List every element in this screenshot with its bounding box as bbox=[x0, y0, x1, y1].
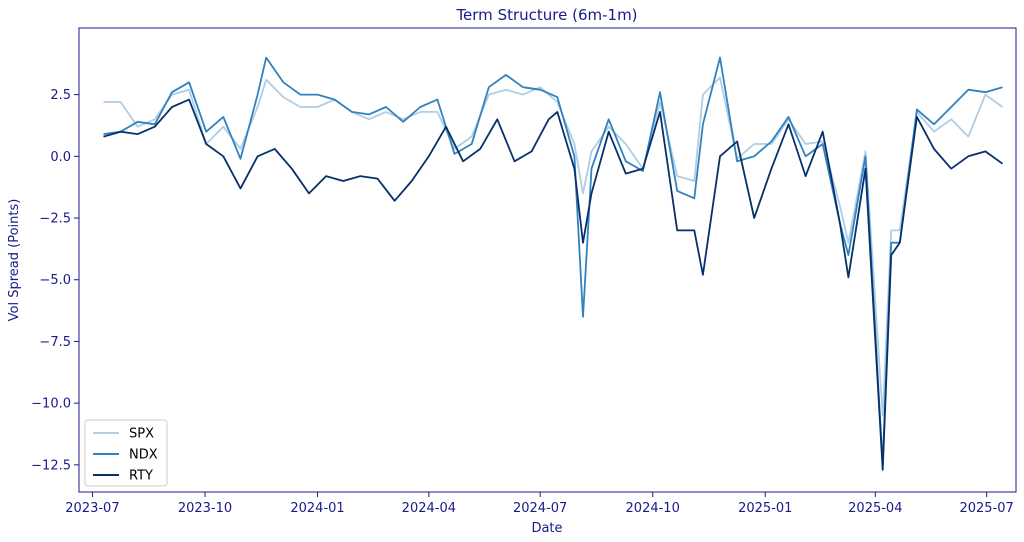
y-tick-label: −10.0 bbox=[31, 397, 71, 412]
y-tick-label: −2.5 bbox=[39, 212, 71, 227]
x-tick-label: 2023-10 bbox=[178, 501, 232, 516]
series-line-spx bbox=[103, 76, 1004, 417]
legend-box bbox=[84, 419, 168, 487]
chart-title: Term Structure (6m-1m) bbox=[455, 6, 637, 24]
legend: SPX NDX RTY bbox=[84, 419, 168, 487]
legend-label: RTY bbox=[129, 469, 153, 484]
legend-label: NDX bbox=[129, 448, 158, 463]
y-tick-label: 2.5 bbox=[50, 88, 71, 103]
y-axis: 2.5 0.0 −2.5 −5.0 −7.5 −10.0 −12.5 bbox=[31, 88, 79, 473]
x-tick-label: 2023-07 bbox=[65, 501, 119, 516]
x-tick-label: 2025-04 bbox=[848, 501, 902, 516]
x-tick-label: 2024-01 bbox=[290, 501, 344, 516]
series-lines bbox=[103, 56, 1004, 471]
series-line-rty bbox=[103, 98, 1004, 471]
y-axis-title: Vol Spread (Points) bbox=[7, 199, 22, 322]
y-tick-label: −7.5 bbox=[39, 335, 71, 350]
y-tick-label: 0.0 bbox=[50, 150, 71, 165]
y-tick-label: −12.5 bbox=[31, 458, 71, 473]
x-tick-label: 2024-07 bbox=[513, 501, 567, 516]
legend-label: SPX bbox=[129, 427, 154, 442]
x-axis: 2023-07 2023-10 2024-01 2024-04 2024-07 2024-… bbox=[65, 492, 1014, 516]
x-tick-label: 2024-10 bbox=[626, 501, 680, 516]
x-tick-label: 2025-01 bbox=[738, 501, 792, 516]
x-axis-title: Date bbox=[531, 521, 562, 536]
plot-frame bbox=[78, 27, 1017, 493]
y-tick-label: −5.0 bbox=[39, 273, 71, 288]
series-line-ndx bbox=[103, 56, 1003, 466]
x-tick-label: 2024-04 bbox=[402, 501, 456, 516]
x-tick-label: 2025-07 bbox=[959, 501, 1013, 516]
